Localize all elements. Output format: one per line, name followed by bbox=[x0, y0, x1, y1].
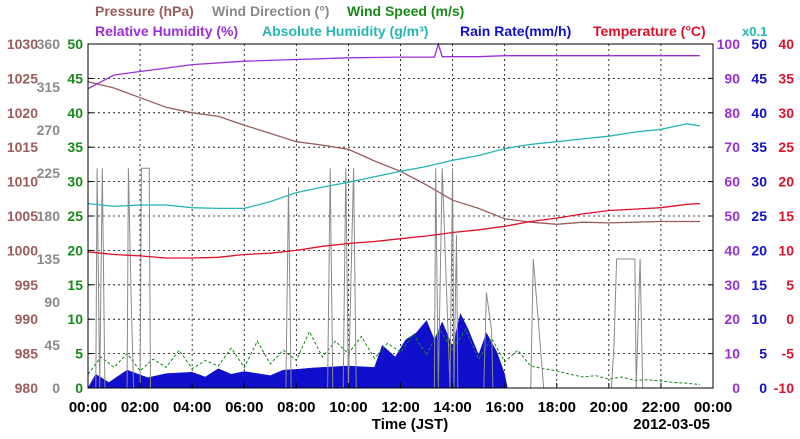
rain-rate-tick-label: 50 bbox=[751, 36, 767, 52]
legend-wind-direction: Wind Direction (°) bbox=[212, 3, 329, 19]
rain-rate-tick-label: 20 bbox=[751, 242, 767, 258]
wind-direction-tick-label: 270 bbox=[37, 122, 61, 138]
series-wind-speed-m-s bbox=[87, 328, 701, 386]
rain-rate-tick-label: 45 bbox=[751, 70, 767, 86]
pressure-tick-label: 985 bbox=[15, 346, 39, 362]
wind-direction-tick-label: 315 bbox=[37, 79, 61, 95]
x-tick-label: 18:00 bbox=[538, 399, 576, 416]
temperature-tick-label: 25 bbox=[778, 139, 794, 155]
x-tick-label: 10:00 bbox=[329, 399, 367, 416]
relative-humidity-tick-label: 50 bbox=[724, 208, 740, 224]
relative-humidity-tick-label: 30 bbox=[724, 277, 740, 293]
rain-rate-tick-label: 5 bbox=[759, 346, 767, 362]
wind-direction-tick-label: 0 bbox=[52, 380, 60, 396]
series-pressure-hpa bbox=[87, 81, 700, 225]
pressure-tick-label: 1015 bbox=[7, 139, 38, 155]
legend-absolute-humidity: Absolute Humidity (g/m³) bbox=[262, 23, 428, 39]
series-absolute-humidity-g-m bbox=[87, 123, 701, 210]
temperature-tick-label: 30 bbox=[778, 105, 794, 121]
legend-relative-humidity: Relative Humidity (%) bbox=[95, 23, 238, 39]
relative-humidity-tick-label: 100 bbox=[717, 36, 741, 52]
rain-rate-tick-label: 0 bbox=[759, 380, 767, 396]
series-wind-direction bbox=[88, 167, 700, 389]
series-temperature-c bbox=[87, 202, 701, 259]
wind-speed-tick-label: 5 bbox=[75, 346, 83, 362]
legend-rain-rate: Rain Rate(mm/h) bbox=[460, 23, 571, 39]
temperature-tick-label: 0 bbox=[786, 311, 794, 327]
pressure-tick-label: 1020 bbox=[7, 105, 38, 121]
pressure-tick-label: 995 bbox=[15, 277, 39, 293]
wind-direction-tick-label: 45 bbox=[44, 337, 60, 353]
rain-rate-tick-label: 15 bbox=[751, 277, 767, 293]
x-tick-label: 16:00 bbox=[485, 399, 523, 416]
relative-humidity-tick-label: 80 bbox=[724, 105, 740, 121]
rain-rate-tick-label: 25 bbox=[751, 208, 767, 224]
temperature-tick-label: 5 bbox=[786, 277, 794, 293]
x-tick-label: 14:00 bbox=[433, 399, 471, 416]
wind-speed-tick-label: 30 bbox=[67, 174, 83, 190]
series-rain-rate-mm-h bbox=[87, 312, 713, 389]
legend-temperature: Temperature (°C) bbox=[593, 23, 706, 39]
x-tick-label: 08:00 bbox=[277, 399, 315, 416]
pressure-tick-label: 1030 bbox=[7, 36, 38, 52]
wind-direction-tick-label: 360 bbox=[37, 36, 61, 52]
temperature-tick-label: 10 bbox=[778, 242, 794, 258]
wind-speed-tick-label: 50 bbox=[67, 36, 83, 52]
wind-speed-tick-label: 35 bbox=[67, 139, 83, 155]
x-tick-label: 22:00 bbox=[642, 399, 680, 416]
x-tick-label: 12:00 bbox=[381, 399, 419, 416]
wind-speed-tick-label: 45 bbox=[67, 70, 83, 86]
legend-wind-speed: Wind Speed (m/s) bbox=[347, 3, 464, 19]
x-tick-label: 20:00 bbox=[590, 399, 628, 416]
abs-humidity-scale-note: x0.1 bbox=[742, 24, 767, 39]
x-tick-label: 06:00 bbox=[225, 399, 263, 416]
relative-humidity-tick-label: 0 bbox=[732, 380, 740, 396]
legend-pressure: Pressure (hPa) bbox=[95, 3, 194, 19]
x-tick-label: 00:00 bbox=[694, 399, 732, 416]
axes-layer: 1030102510201015101010051000995990985980… bbox=[7, 36, 794, 416]
temperature-tick-label: -5 bbox=[782, 346, 795, 362]
series-relative-humidity bbox=[87, 41, 700, 90]
relative-humidity-tick-label: 70 bbox=[724, 139, 740, 155]
wind-direction-tick-label: 180 bbox=[37, 208, 61, 224]
rain-rate-tick-label: 35 bbox=[751, 139, 767, 155]
pressure-tick-label: 1010 bbox=[7, 174, 38, 190]
temperature-tick-label: 40 bbox=[778, 36, 794, 52]
temperature-tick-label: -10 bbox=[774, 380, 794, 396]
wind-speed-tick-label: 40 bbox=[67, 105, 83, 121]
grid bbox=[88, 44, 713, 388]
wind-speed-tick-label: 20 bbox=[67, 242, 83, 258]
wind-direction-tick-label: 225 bbox=[37, 165, 61, 181]
relative-humidity-tick-label: 90 bbox=[724, 70, 740, 86]
x-tick-label: 04:00 bbox=[173, 399, 211, 416]
relative-humidity-tick-label: 10 bbox=[724, 346, 740, 362]
relative-humidity-tick-label: 60 bbox=[724, 174, 740, 190]
rain-rate-tick-label: 40 bbox=[751, 105, 767, 121]
x-axis-label: Time (JST) bbox=[372, 416, 448, 433]
temperature-tick-label: 20 bbox=[778, 174, 794, 190]
pressure-tick-label: 1005 bbox=[7, 208, 38, 224]
relative-humidity-tick-label: 40 bbox=[724, 242, 740, 258]
x-tick-label: 02:00 bbox=[121, 399, 159, 416]
date-label: 2012-03-05 bbox=[633, 416, 710, 433]
wind-speed-tick-label: 15 bbox=[67, 277, 83, 293]
temperature-tick-label: 15 bbox=[778, 208, 794, 224]
wind-speed-tick-label: 10 bbox=[67, 311, 83, 327]
wind-direction-tick-label: 90 bbox=[44, 294, 60, 310]
pressure-tick-label: 1025 bbox=[7, 70, 38, 86]
wind-direction-tick-label: 135 bbox=[37, 251, 61, 267]
relative-humidity-tick-label: 20 bbox=[724, 311, 740, 327]
pressure-tick-label: 1000 bbox=[7, 242, 38, 258]
legend: Pressure (hPa) Wind Direction (°) Wind S… bbox=[95, 3, 767, 39]
wind-speed-tick-label: 25 bbox=[67, 208, 83, 224]
pressure-tick-label: 980 bbox=[15, 380, 39, 396]
wind-speed-tick-label: 0 bbox=[75, 380, 83, 396]
rain-rate-tick-label: 10 bbox=[751, 311, 767, 327]
rain-rate-tick-label: 30 bbox=[751, 174, 767, 190]
x-tick-label: 00:00 bbox=[69, 399, 107, 416]
pressure-tick-label: 990 bbox=[15, 311, 39, 327]
temperature-tick-label: 35 bbox=[778, 70, 794, 86]
